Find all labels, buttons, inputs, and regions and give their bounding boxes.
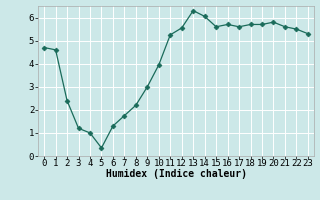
- X-axis label: Humidex (Indice chaleur): Humidex (Indice chaleur): [106, 169, 246, 179]
